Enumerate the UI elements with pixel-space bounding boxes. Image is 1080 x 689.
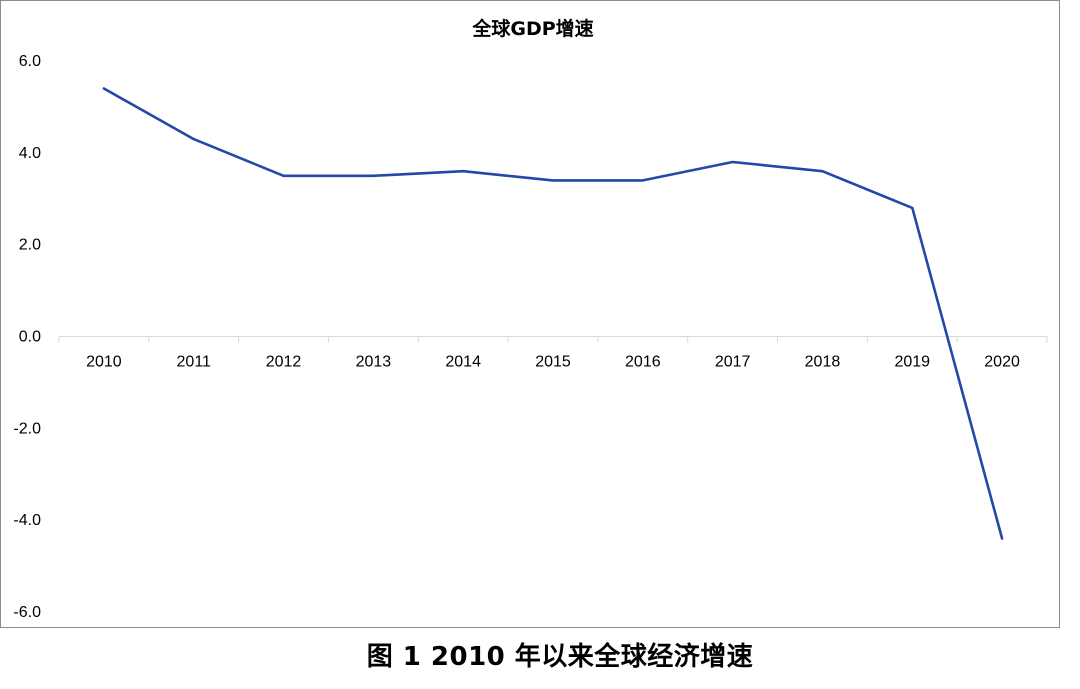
x-tick-label: 2014 bbox=[445, 354, 481, 371]
y-tick-label: 6.0 bbox=[19, 53, 41, 70]
series-layer bbox=[102, 87, 1004, 540]
x-tick-label: 2015 bbox=[535, 354, 571, 371]
y-tick-label: 4.0 bbox=[19, 145, 41, 162]
axis-layer: 6.0 4.0 2.0 0.0 -2.0 -4.0 -6.0 2010 2011 2012 2013… bbox=[13, 53, 1048, 621]
y-tick-label: -4.0 bbox=[13, 512, 41, 529]
y-tick-label: 0.0 bbox=[19, 329, 41, 346]
x-tick-label: 2012 bbox=[266, 354, 302, 371]
x-tick-label: 2018 bbox=[805, 354, 841, 371]
x-tick-label: 2017 bbox=[715, 354, 751, 371]
y-tick-label: 2.0 bbox=[19, 237, 41, 254]
chart-frame: 全球GDP增速 6.0 4.0 2.0 0.0 -2.0 -4.0 -6.0 2010 2011… bbox=[0, 0, 1060, 628]
series-line bbox=[102, 87, 1004, 540]
x-tick-label: 2016 bbox=[625, 354, 661, 371]
chart-title: 全球GDP增速 bbox=[471, 17, 593, 40]
x-tick-label: 2020 bbox=[984, 354, 1020, 371]
x-tick-label: 2010 bbox=[86, 354, 122, 371]
x-tick-label: 2013 bbox=[356, 354, 392, 371]
y-tick-label: -6.0 bbox=[13, 604, 41, 621]
y-tick-label: -2.0 bbox=[13, 420, 41, 437]
figure-caption: 图 1 2010 年以来全球经济增速 bbox=[366, 642, 754, 672]
x-tick-label: 2019 bbox=[894, 354, 930, 371]
x-tick-label: 2011 bbox=[177, 354, 212, 371]
line-chart: 全球GDP增速 6.0 4.0 2.0 0.0 -2.0 -4.0 -6.0 2010 2011… bbox=[13, 17, 1048, 621]
